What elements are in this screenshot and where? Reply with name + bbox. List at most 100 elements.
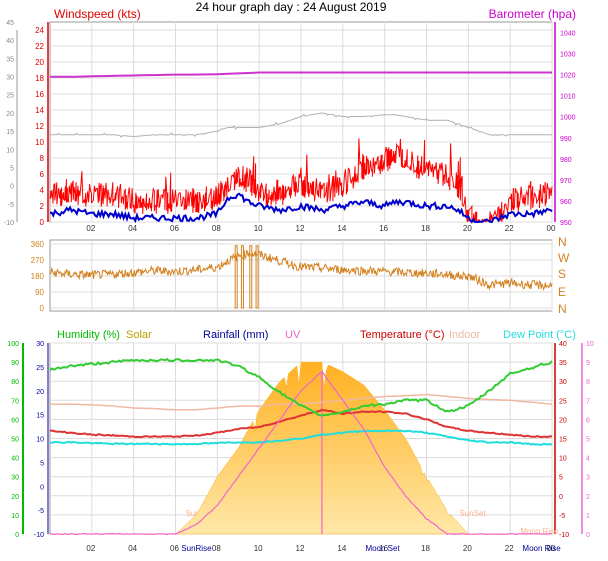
x-tick-label: 08 (212, 224, 221, 233)
outer-y-tick: 40 (6, 38, 14, 45)
outer-y-tick: 15 (6, 129, 14, 136)
event-label: Moon Set (365, 544, 400, 553)
compass-label: W (558, 251, 570, 265)
humidity-y-tick: 60 (11, 417, 19, 424)
baro-y-tick: 1040 (560, 31, 576, 38)
x-tick-label: 14 (337, 224, 346, 233)
direction-spike (249, 245, 253, 309)
uv-y-tick: 3 (586, 475, 590, 482)
x-tick-label: 12 (296, 544, 305, 553)
x-tick-label: 12 (296, 224, 305, 233)
compass-label: N (558, 302, 567, 316)
grey-series-line (50, 112, 552, 138)
chart-title: 24 hour graph day : 24 August 2019 (196, 0, 387, 14)
x-tick-label: 06 (170, 224, 179, 233)
rain-y-tick: 10 (36, 437, 44, 444)
outer-y-tick: 10 (6, 147, 14, 154)
rain-y-tick: 25 (36, 365, 44, 372)
wind-y-tick: 6 (40, 170, 45, 179)
uv-y-tick: 8 (586, 379, 590, 386)
outer-y-tick: 25 (6, 93, 14, 100)
humidity-y-tick: 50 (11, 437, 19, 444)
x-tick-label: 10 (254, 224, 263, 233)
x-tick-label: 00 (547, 544, 556, 553)
direction-y-tick: 90 (35, 288, 44, 297)
wind-y-tick: 22 (35, 42, 44, 51)
x-tick-label: 18 (421, 544, 430, 553)
temp-y-tick: 10 (559, 456, 567, 463)
wind-left-label: Windspeed (kts) (54, 7, 141, 21)
temp-y-tick: 40 (559, 341, 567, 348)
compass-label: N (558, 235, 567, 249)
x-tick-label: 04 (128, 544, 137, 553)
rain-y-tick: -5 (38, 508, 44, 515)
humidity-y-tick: 0 (15, 532, 19, 539)
x-tick-label: 10 (254, 544, 263, 553)
legend-label: Dew Point (°C) (503, 329, 576, 341)
x-tick-label: 00 (547, 224, 556, 233)
rain-y-tick: 15 (36, 413, 44, 420)
compass-label: E (558, 285, 566, 299)
outer-y-tick: 30 (6, 75, 14, 82)
dewpoint-line (49, 429, 553, 446)
barometer-label: Barometer (hpa) (489, 7, 576, 21)
temp-y-tick: -10 (559, 532, 569, 539)
legend-label: UV (285, 329, 301, 341)
humidity-y-tick: 90 (11, 360, 19, 367)
direction-grid (50, 240, 553, 311)
x-tick-label: 04 (128, 224, 137, 233)
wind-y-tick: 2 (40, 202, 45, 211)
wind-y-tick: 20 (35, 58, 44, 67)
legend-label: Solar (126, 329, 152, 341)
direction-y-tick: 0 (40, 304, 45, 313)
x-tick-label: 02 (86, 544, 95, 553)
x-tick-label: 14 (337, 544, 346, 553)
direction-y-tick: 180 (31, 272, 45, 281)
humidity-y-tick: 100 (7, 341, 19, 348)
wind-direction-line (49, 249, 553, 291)
uv-line (49, 370, 553, 536)
outer-y-tick: 0 (10, 184, 14, 191)
wind-y-tick: 24 (35, 26, 44, 35)
wind-series (49, 71, 553, 224)
temp-y-tick: 35 (559, 360, 567, 367)
outer-y-tick: 45 (6, 20, 14, 27)
event-label: Moon Rise (522, 544, 561, 553)
wind-y-tick: 0 (40, 218, 45, 227)
wind-ticks: 242220181614121086420454035302520151050-… (4, 20, 576, 233)
wind-y-tick: 14 (35, 106, 44, 115)
temp-y-tick: 0 (559, 494, 563, 501)
wind-y-tick: 18 (35, 74, 44, 83)
rain-y-tick: 30 (36, 341, 44, 348)
x-tick-label: 16 (379, 224, 388, 233)
direction-spike (240, 245, 244, 309)
wind-y-tick: 12 (35, 122, 44, 131)
x-tick-label: 20 (463, 544, 472, 553)
uv-y-tick: 5 (586, 437, 590, 444)
event-annotation: SunSet (459, 509, 486, 518)
temp-y-tick: 30 (559, 379, 567, 386)
baro-y-tick: 980 (560, 157, 572, 164)
humidity-y-tick: 40 (11, 456, 19, 463)
legend-label: Indoor (449, 329, 481, 341)
uv-y-tick: 0 (586, 532, 590, 539)
compass-label: S (558, 267, 566, 281)
gust-line (49, 138, 553, 223)
direction-y-tick: 270 (31, 256, 45, 265)
rain-y-tick: 0 (40, 484, 44, 491)
temperature-legend: Humidity (%) Solar Rainfall (mm) UV Temperat… (57, 329, 576, 341)
humidity-y-tick: 30 (11, 475, 19, 482)
uv-y-tick: 7 (586, 398, 590, 405)
wind-panel: Windspeed (kts) Barometer (hpa) 24222018… (4, 7, 576, 233)
average-wind-line (49, 192, 553, 224)
x-tick-label: 16 (379, 544, 388, 553)
temperature-panel: Humidity (%) Solar Rainfall (mm) UV Temperat… (7, 329, 594, 553)
humidity-y-tick: 10 (11, 513, 19, 520)
temp-y-tick: 15 (559, 437, 567, 444)
legend-label: Rainfall (mm) (203, 329, 268, 341)
baro-y-tick: 950 (560, 220, 572, 227)
event-annotation: Moon Rise (520, 527, 559, 536)
rain-y-tick: 5 (40, 460, 44, 467)
baro-y-tick: 990 (560, 136, 572, 143)
